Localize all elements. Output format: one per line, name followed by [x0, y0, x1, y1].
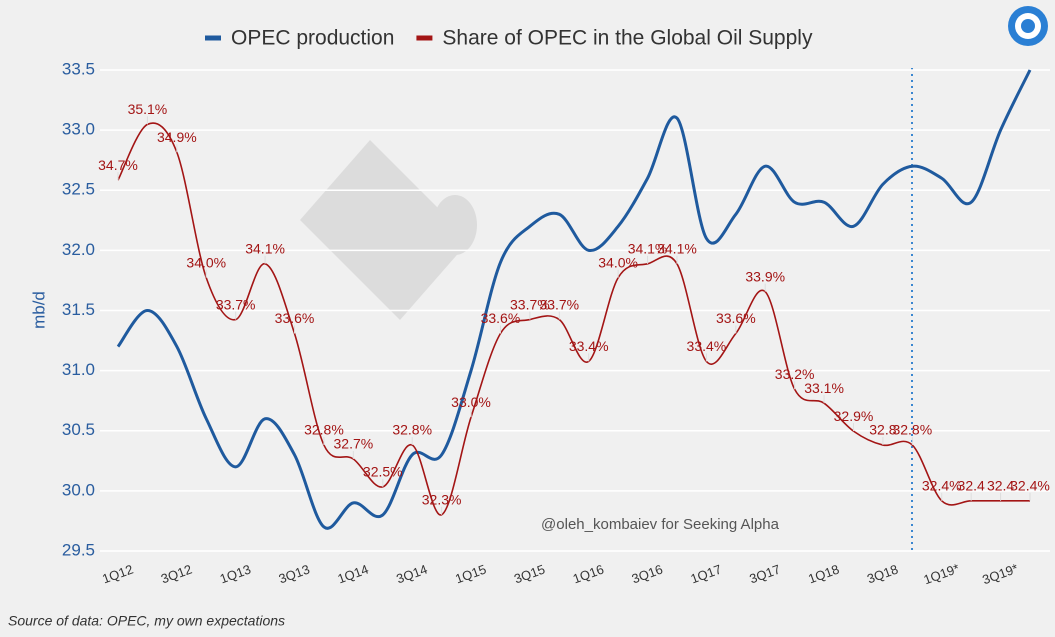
data-label: 32.4: [987, 478, 1014, 494]
data-label: 33.9%: [745, 268, 785, 284]
data-label: 32.8%: [392, 422, 432, 438]
data-label: 33.7%: [539, 296, 579, 312]
watermark: [300, 140, 477, 320]
data-label: 33.6%: [481, 310, 521, 326]
data-label: 32.5%: [363, 464, 403, 480]
annotation: @oleh_kombaiev for Seeking Alpha: [541, 516, 780, 533]
y-tick-label: 29.5: [62, 540, 95, 559]
y-tick-label: 33.0: [62, 120, 95, 139]
legend-label: OPEC production: [231, 27, 394, 50]
data-label: 33.4%: [569, 338, 609, 354]
legend-label: Share of OPEC in the Global Oil Supply: [442, 27, 813, 50]
data-label: 33.1%: [804, 380, 844, 396]
data-label: 34.7%: [98, 157, 138, 173]
data-label: 35.1%: [128, 101, 168, 117]
data-label: 34.1%: [245, 240, 285, 256]
data-label: 32.8: [869, 422, 896, 438]
source: Source of data: OPEC, my own expectation…: [8, 613, 285, 629]
data-label: 34.0%: [598, 254, 638, 270]
y-tick-label: 31.5: [62, 300, 95, 319]
y-tick-label: 32.5: [62, 180, 95, 199]
data-label: 34.1%: [628, 240, 668, 256]
y-tick-label: 31.0: [62, 360, 95, 379]
data-label: 33.6%: [716, 310, 756, 326]
data-label: 32.8%: [304, 422, 344, 438]
data-label: 32.9%: [834, 408, 874, 424]
data-label: 32.4%: [1010, 478, 1050, 494]
y-tick-label: 33.5: [62, 59, 95, 78]
data-label: 33.6%: [275, 310, 315, 326]
y-tick-label: 30.0: [62, 480, 95, 499]
data-label: 34.9%: [157, 129, 197, 145]
series-line: [117, 122, 1030, 516]
data-label: 34.0%: [186, 254, 226, 270]
data-label: 33.4%: [687, 338, 727, 354]
data-label: 32.4: [958, 478, 985, 494]
y-axis-label: mb/d: [29, 291, 48, 329]
y-tick-label: 32.0: [62, 240, 95, 259]
data-label: 32.4%: [922, 478, 962, 494]
data-label: 33.7%: [510, 296, 550, 312]
data-label: 33.2%: [775, 366, 815, 382]
logo: [1008, 6, 1048, 46]
y-tick-label: 30.5: [62, 420, 95, 439]
series-line: [116, 69, 1032, 530]
data-label: 33.7%: [216, 296, 256, 312]
data-label: 34.1%: [657, 240, 697, 256]
data-label: 32.3%: [422, 491, 462, 507]
data-label: 32.7%: [334, 436, 374, 452]
data-label: 33.0%: [451, 394, 491, 410]
data-label: 32.8%: [892, 422, 932, 438]
